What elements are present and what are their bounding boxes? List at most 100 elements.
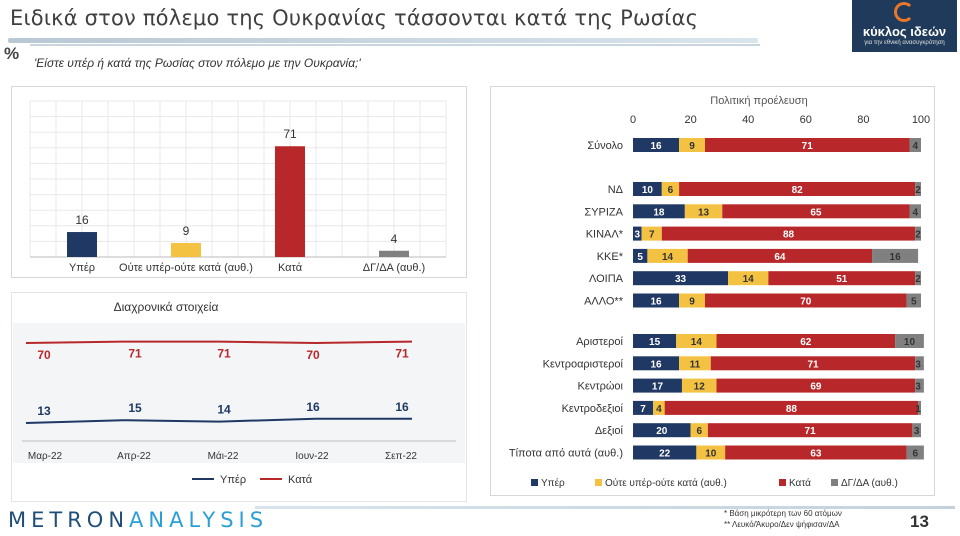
x-tick-label: Σεπ-22 bbox=[385, 451, 417, 462]
data-label: 14 bbox=[217, 403, 231, 417]
data-label: 71 bbox=[217, 347, 231, 361]
segment-2 bbox=[647, 248, 688, 263]
segment-label: 6 bbox=[668, 185, 674, 196]
series-line-yper bbox=[25, 417, 412, 424]
segment-label: 3 bbox=[635, 230, 641, 241]
line-chart-title: Διαχρονικά στοιχεία bbox=[114, 300, 219, 314]
row-label: ΝΔ bbox=[608, 184, 624, 196]
segment-3 bbox=[664, 400, 919, 415]
segment-label: 2 bbox=[915, 274, 921, 285]
metron-analysis-logo: METRONANALYSIS bbox=[8, 508, 268, 532]
category-label: Κατά bbox=[278, 262, 303, 274]
political-origin-chart-panel: Πολιτική προέλευση 0 20 40 60 80 100 Σύνολο 16 9 7… bbox=[490, 86, 935, 496]
legend-swatch bbox=[531, 479, 538, 486]
segment-label: 14 bbox=[743, 274, 755, 285]
segment-1 bbox=[633, 138, 680, 152]
x-tick-label: 60 bbox=[800, 114, 812, 126]
segment-3 bbox=[705, 293, 907, 308]
data-label: 70 bbox=[306, 348, 320, 362]
segment-label: 4 bbox=[912, 141, 918, 152]
segment-label: 62 bbox=[800, 337, 812, 348]
x-tick-label: Απρ-22 bbox=[117, 451, 151, 462]
bar-value-label: 4 bbox=[391, 232, 398, 246]
series-line-kata bbox=[25, 340, 413, 345]
footer-rule bbox=[255, 506, 955, 509]
segment-label: 6 bbox=[912, 449, 918, 460]
segment-3 bbox=[710, 356, 916, 371]
segment-label: 4 bbox=[912, 207, 918, 218]
segment-2 bbox=[641, 226, 662, 241]
segment-label: 16 bbox=[890, 252, 902, 263]
trend-line-chart-panel: Διαχρονικά στοιχεία Μαρ-22 Απρ-22 Μάι-22 Ιου… bbox=[11, 292, 467, 502]
segment-label: 71 bbox=[802, 141, 814, 152]
segment-4 bbox=[906, 293, 921, 308]
segment-label: 88 bbox=[783, 230, 795, 241]
footnotes: * Βάση μικρότερη των 60 ατόμων ** Λευκό/… bbox=[724, 508, 842, 530]
segment-label: 12 bbox=[694, 382, 706, 393]
bar-4 bbox=[379, 250, 409, 257]
segment-1 bbox=[633, 271, 729, 286]
category-label: ΔΓ/ΔΑ (αυθ.) bbox=[363, 262, 425, 274]
segment-1 bbox=[633, 293, 680, 308]
legend-label: Κατά bbox=[288, 474, 313, 486]
question-rule bbox=[30, 44, 760, 46]
segment-label: 64 bbox=[774, 252, 786, 263]
segment-label: 10 bbox=[904, 337, 916, 348]
bar-2 bbox=[171, 242, 201, 257]
segment-3 bbox=[716, 334, 896, 348]
segment-3 bbox=[705, 138, 910, 152]
x-tick-label: 80 bbox=[857, 114, 869, 126]
plot-background bbox=[13, 323, 465, 463]
segment-3 bbox=[725, 445, 907, 460]
segment-1 bbox=[633, 226, 642, 241]
data-label: 15 bbox=[128, 401, 142, 415]
segment-label: 69 bbox=[810, 382, 822, 393]
data-label: 16 bbox=[306, 400, 320, 414]
segment-label: 16 bbox=[650, 359, 662, 370]
segment-4 bbox=[872, 248, 919, 263]
segment-label: 17 bbox=[652, 382, 664, 393]
segment-2 bbox=[679, 356, 711, 371]
x-tick-label: Ιουν-22 bbox=[295, 451, 329, 462]
segment-label: 14 bbox=[662, 252, 674, 263]
data-label: 16 bbox=[395, 400, 409, 414]
row-label: ΚΚΕ* bbox=[597, 251, 624, 263]
segment-3 bbox=[707, 423, 913, 438]
segment-label: 71 bbox=[805, 426, 817, 437]
segment-label: 6 bbox=[696, 426, 702, 437]
row-label: Κεντροαριστεροί bbox=[543, 358, 624, 370]
bar-value-label: 9 bbox=[183, 224, 190, 238]
row-label: Τίποτα από αυτά (αυθ.) bbox=[509, 448, 623, 460]
legend-label: Ούτε υπέρ-ούτε κατά (αυθ.) bbox=[605, 477, 727, 489]
bar-1 bbox=[67, 232, 97, 257]
row-label: ΑΛΛΟ** bbox=[584, 296, 624, 308]
row-label: ΛΟΙΠΑ bbox=[589, 273, 624, 285]
segment-label: 18 bbox=[653, 207, 665, 218]
segment-3 bbox=[661, 226, 916, 241]
legend-label: Υπέρ bbox=[220, 474, 246, 486]
row-label: Σύνολο bbox=[587, 140, 623, 152]
segment-4 bbox=[915, 226, 921, 241]
segment-4 bbox=[915, 182, 921, 196]
row-label: ΚΙΝΑΛ* bbox=[586, 229, 624, 241]
segment-label: 13 bbox=[698, 207, 710, 218]
segment-4 bbox=[918, 400, 921, 415]
data-label: 13 bbox=[37, 404, 51, 418]
percent-symbol: % bbox=[4, 44, 20, 63]
category-label: Υπέρ bbox=[69, 262, 95, 274]
segment-1 bbox=[633, 378, 682, 393]
segment-label: 16 bbox=[650, 297, 662, 308]
segment-label: 14 bbox=[691, 337, 703, 348]
segment-label: 88 bbox=[786, 404, 798, 415]
segment-3 bbox=[722, 204, 910, 219]
segment-label: 9 bbox=[689, 141, 695, 152]
segment-label: 3 bbox=[915, 382, 921, 393]
footnote-small-base: * Βάση μικρότερη των 60 ατόμων bbox=[724, 509, 842, 518]
bar-value-label: 71 bbox=[283, 127, 297, 141]
segment-3 bbox=[679, 182, 916, 196]
segment-2 bbox=[679, 138, 705, 152]
x-tick-label: 20 bbox=[684, 114, 696, 126]
segment-2 bbox=[690, 423, 708, 438]
segment-3 bbox=[687, 248, 873, 263]
